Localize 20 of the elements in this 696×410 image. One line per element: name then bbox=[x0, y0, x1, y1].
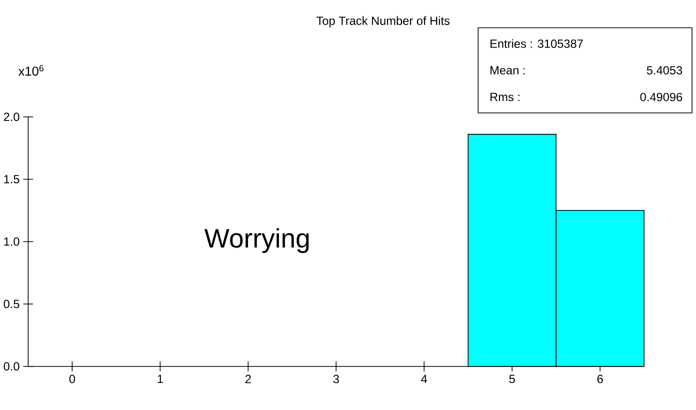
y-tick-label: 0.5 bbox=[4, 300, 20, 308]
text: Mean : bbox=[490, 66, 525, 74]
text: 0.49096 bbox=[640, 92, 682, 102]
text: 5.4053 bbox=[646, 66, 682, 75]
annotation: Worrying bbox=[204, 228, 309, 254]
x-tick-label: 2 bbox=[245, 374, 251, 384]
y-tick-label: 1.5 bbox=[4, 175, 20, 184]
text: Rms : bbox=[490, 92, 520, 102]
x-tick-label: 1 bbox=[158, 374, 163, 383]
x-tick-label: 6 bbox=[597, 374, 603, 384]
x-tick-label: 5 bbox=[509, 374, 515, 384]
y-tick-label: 0.0 bbox=[4, 362, 20, 371]
chart-title: Top Track Number of Hits bbox=[316, 16, 450, 28]
y-tick-label: 1.0 bbox=[4, 237, 20, 246]
x-tick-label: 4 bbox=[421, 374, 428, 383]
y-axis-title: x10$^{6}$ bbox=[18, 65, 44, 76]
text: Entries : 3105387 bbox=[490, 39, 583, 48]
x-tick-label: 0 bbox=[69, 374, 76, 384]
y-tick-label: 2.0 bbox=[4, 112, 20, 122]
x-tick-label: 3 bbox=[333, 374, 339, 384]
